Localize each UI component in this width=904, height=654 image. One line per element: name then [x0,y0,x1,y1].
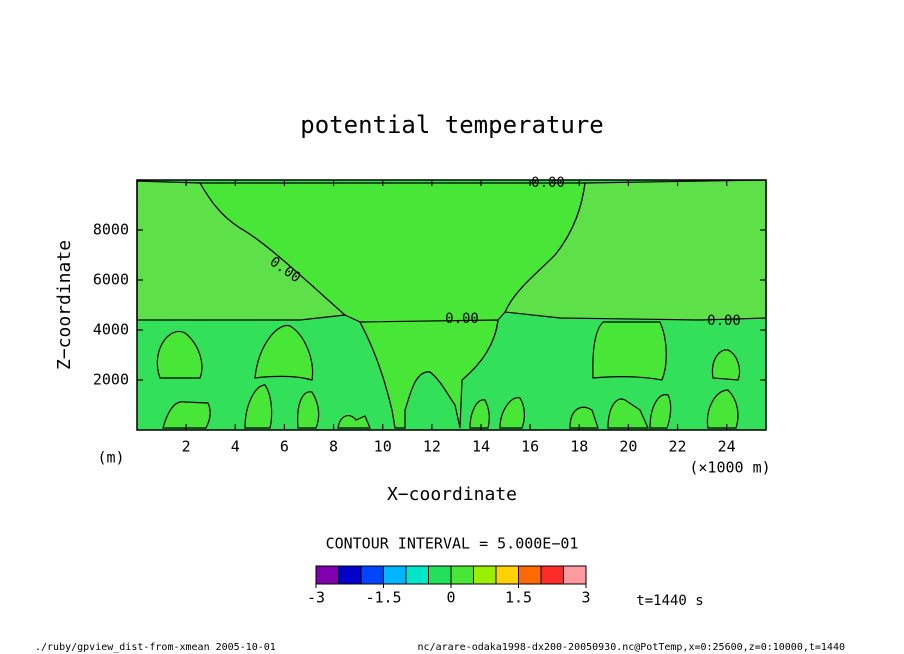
colorbar-cell [495,565,519,585]
colorbar-cell [405,565,429,585]
colorbar-cell [338,565,362,585]
contour-region [156,330,203,379]
contour-label: 0.00 [531,175,565,191]
contour-field: 0.00 0.00 0.00 0.00 [136,175,767,431]
y-tick-label: 6000 [93,271,129,289]
x-tick-label: 10 [374,438,392,456]
colorbar-cell [518,565,542,585]
contour-label: 0.00 [445,311,479,327]
x-tick-label: 14 [472,438,490,456]
contour-region [711,349,741,381]
y-tick-label: 8000 [93,221,129,239]
colorbar-tick-label: 3 [581,589,590,607]
x-tick-label: 24 [718,438,736,456]
colorbar-cell [383,565,407,585]
colorbar-tick-label: 1.5 [505,589,532,607]
colorbar-tick-label: 0 [446,589,455,607]
x-tick-label: 8 [329,438,338,456]
y-axis-label: Z−coordinate [54,240,75,370]
footer-right: nc/arare-odaka1998-dx200-20050930.nc@Pot… [418,642,845,653]
y-axis-unit: (m) [97,449,124,467]
colorbar-cell [315,565,339,585]
x-tick-label: 18 [570,438,588,456]
colorbar-cell [428,565,452,585]
contour-label: 0.00 [707,313,741,329]
colorbar-cell [540,565,564,585]
plot-frame [136,179,767,431]
colorbar-cell [563,565,587,585]
colorbar-tick-label: -3 [307,589,325,607]
footer-left: ./ruby/gpview_dist-from-xmean 2005-10-01 [35,642,276,653]
x-tick-label: 4 [231,438,240,456]
x-tick-label: 20 [619,438,637,456]
colorbar-cell [473,565,497,585]
x-tick-label: 2 [182,438,191,456]
contour-region [359,319,499,429]
time-label: t=1440 s [636,593,703,609]
x-tick-label: 22 [669,438,687,456]
x-tick-label: 12 [423,438,441,456]
contour-region [162,384,739,429]
colorbar-cell [360,565,384,585]
x-tick-label: 6 [280,438,289,456]
colorbar-tick-label: -1.5 [365,589,401,607]
contour-region [254,325,314,381]
contour-interval: CONTOUR INTERVAL = 5.000E−01 [326,535,579,553]
x-axis-label: X−coordinate [387,484,517,505]
contour-region [592,321,667,381]
y-tick-label: 4000 [93,321,129,339]
y-tick-label: 2000 [93,371,129,389]
colorbar-cell [450,565,474,585]
chart-title: potential temperature [300,111,603,139]
x-axis-unit: (×1000 m) [689,459,770,477]
x-tick-label: 16 [521,438,539,456]
